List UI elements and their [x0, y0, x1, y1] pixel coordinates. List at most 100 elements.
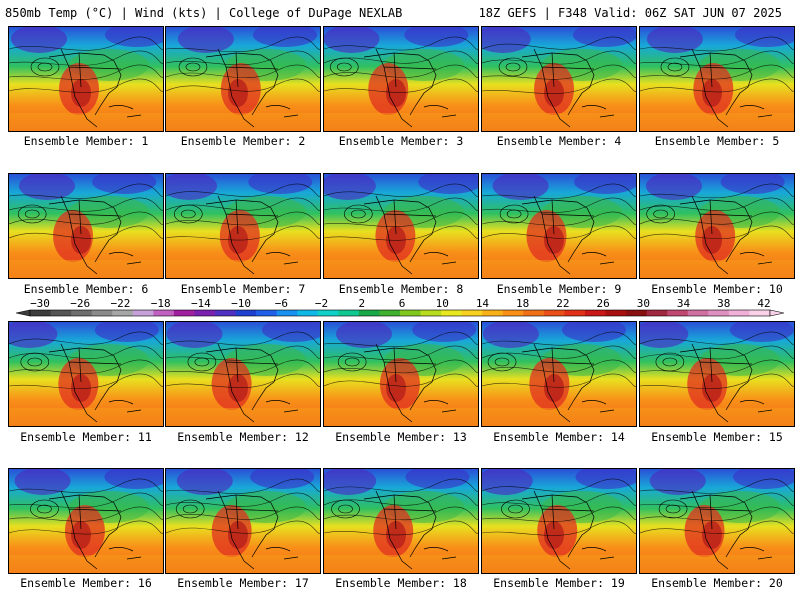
colorbar-segment	[749, 310, 771, 316]
ensemble-map	[9, 27, 163, 131]
ensemble-map	[324, 322, 478, 426]
ensemble-map	[324, 174, 478, 278]
colorbar-segment	[728, 310, 750, 316]
ensemble-map	[9, 322, 163, 426]
colorbar-tick-label: 2	[358, 297, 365, 310]
colorbar-segment	[112, 310, 134, 316]
ensemble-map	[482, 469, 636, 573]
colorbar-segment	[256, 310, 278, 316]
ensemble-member-label: Ensemble Member: 14	[493, 430, 625, 444]
colorbar-arrow-left	[15, 309, 31, 317]
ensemble-member-label: Ensemble Member: 13	[335, 430, 467, 444]
colorbar-segment	[153, 310, 175, 316]
colorbar-segment	[173, 310, 195, 316]
ensemble-member-label: Ensemble Member: 3	[338, 134, 464, 148]
colorbar-segment	[379, 310, 401, 316]
ensemble-map	[640, 27, 794, 131]
colorbar-segment	[502, 310, 524, 316]
colorbar-segment	[564, 310, 586, 316]
ensemble-map-panel	[323, 321, 479, 427]
ensemble-map	[166, 174, 320, 278]
valid-time-label: 18Z GEFS | F348 Valid: 06Z SAT JUN 07 20…	[478, 6, 782, 20]
ensemble-map-panel	[8, 26, 164, 132]
colorbar-segment	[215, 310, 236, 316]
colorbar-tick-label: −6	[275, 297, 288, 310]
colorbar-tick-label: 26	[596, 297, 609, 310]
ensemble-member-label: Ensemble Member: 17	[177, 576, 309, 590]
ensemble-map	[9, 174, 163, 278]
ensemble-map	[482, 27, 636, 131]
colorbar-segment	[71, 310, 93, 316]
colorbar-segment	[235, 310, 257, 316]
temperature-colorbar: −30 −26 −22 −18 −14 −10 −6 −2 2 6 10 14 18 22 26 30 34 38…	[0, 296, 800, 322]
ensemble-member-label: Ensemble Member: 11	[20, 430, 152, 444]
ensemble-member-label: Ensemble Member: 16	[20, 576, 152, 590]
ensemble-member-label: Ensemble Member: 19	[493, 576, 625, 590]
ensemble-map-panel	[481, 26, 637, 132]
ensemble-map	[324, 27, 478, 131]
colorbar-tick-label: −10	[231, 297, 251, 310]
ensemble-member-label: Ensemble Member: 1	[23, 134, 149, 148]
ensemble-map-panel	[323, 26, 479, 132]
ensemble-map	[640, 322, 794, 426]
colorbar-segment	[585, 310, 606, 316]
ensemble-map-panel	[481, 468, 637, 574]
colorbar-segment	[194, 310, 216, 316]
ensemble-map-panel	[165, 173, 321, 279]
map-title: 850mb Temp (°C) | Wind (kts) | College o…	[5, 6, 403, 20]
colorbar-segment	[420, 310, 442, 316]
ensemble-member-label: Ensemble Member: 18	[335, 576, 467, 590]
ensemble-member-label: Ensemble Member: 10	[651, 282, 783, 296]
colorbar-segment	[30, 310, 51, 316]
colorbar-tick-label: −2	[315, 297, 328, 310]
colorbar-tick-label: −26	[70, 297, 90, 310]
colorbar-segment	[667, 310, 689, 316]
ensemble-member-label: Ensemble Member: 9	[496, 282, 622, 296]
colorbar-tick-label: 14	[476, 297, 490, 310]
colorbar-segment	[297, 310, 319, 316]
colorbar-segment	[276, 310, 298, 316]
colorbar-segment	[523, 310, 545, 316]
ensemble-map-panel	[639, 321, 795, 427]
colorbar-tick-label: 18	[516, 297, 529, 310]
colorbar-segment	[708, 310, 730, 316]
colorbar-tick-label: 22	[556, 297, 569, 310]
ensemble-map	[166, 27, 320, 131]
colorbar-segment	[626, 310, 648, 316]
ensemble-member-label: Ensemble Member: 20	[651, 576, 783, 590]
ensemble-map	[482, 174, 636, 278]
colorbar-tick-label: 34	[677, 297, 691, 310]
colorbar-segment	[50, 310, 72, 316]
colorbar-segment	[543, 310, 565, 316]
colorbar-tick-label: 38	[717, 297, 730, 310]
ensemble-map	[166, 469, 320, 573]
colorbar-segment	[605, 310, 627, 316]
colorbar-segment	[461, 310, 483, 316]
ensemble-map	[482, 322, 636, 426]
ensemble-map-panel	[481, 321, 637, 427]
colorbar-segment	[646, 310, 668, 316]
ensemble-member-label: Ensemble Member: 7	[180, 282, 306, 296]
ensemble-map-panel	[8, 321, 164, 427]
ensemble-map-panel	[165, 26, 321, 132]
colorbar-tick-label: 6	[399, 297, 406, 310]
ensemble-map	[9, 469, 163, 573]
colorbar-segment	[400, 310, 421, 316]
ensemble-map-panel	[639, 468, 795, 574]
ensemble-map-panel	[481, 173, 637, 279]
ensemble-map-panel	[639, 173, 795, 279]
colorbar-tick-label: −14	[191, 297, 211, 310]
colorbar-segment	[441, 310, 463, 316]
colorbar-tick-label: 42	[757, 297, 770, 310]
ensemble-map	[640, 174, 794, 278]
colorbar-tick-label: −22	[111, 297, 131, 310]
ensemble-map-panel	[323, 468, 479, 574]
ensemble-member-label: Ensemble Member: 15	[651, 430, 783, 444]
colorbar-segment	[482, 310, 504, 316]
colorbar-tick-label: 30	[637, 297, 650, 310]
colorbar-arrow-right	[769, 309, 785, 317]
colorbar-tick-label: 10	[436, 297, 449, 310]
ensemble-member-label: Ensemble Member: 6	[23, 282, 149, 296]
ensemble-member-label: Ensemble Member: 12	[177, 430, 309, 444]
colorbar-graphic: −30 −26 −22 −18 −14 −10 −6 −2 2 6 10 14 18 22 26 30 34 38…	[15, 297, 785, 317]
